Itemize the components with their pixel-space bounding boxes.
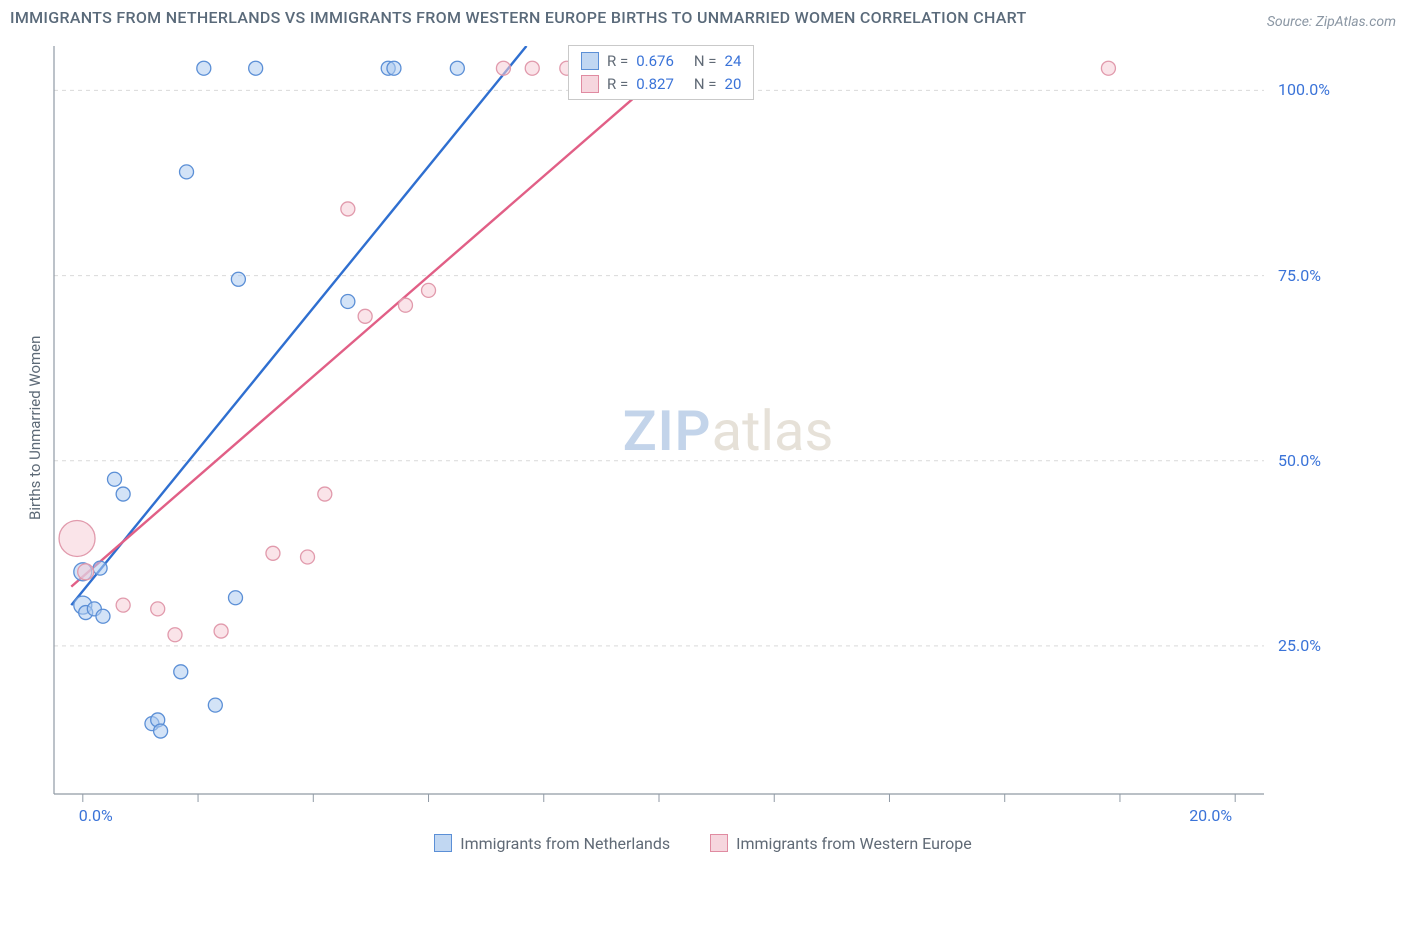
- stat-n-value: 24: [725, 50, 742, 73]
- source-label: Source: ZipAtlas.com: [1267, 14, 1396, 30]
- stat-r-label: R =: [607, 73, 628, 96]
- legend-swatch: [434, 834, 452, 852]
- y-tick-label: 100.0%: [1278, 80, 1330, 99]
- legend-label: Immigrants from Netherlands: [460, 834, 670, 853]
- legend-swatch: [581, 52, 599, 70]
- stat-n-value: 20: [725, 73, 742, 96]
- stat-n-label: N =: [694, 73, 717, 96]
- stat-r-value: 0.827: [636, 73, 674, 96]
- legend-swatch: [710, 834, 728, 852]
- stat-legend-row: R = 0.676 N = 24: [581, 50, 741, 73]
- y-tick-label: 75.0%: [1278, 266, 1321, 285]
- stat-legend-row: R = 0.827 N = 20: [581, 73, 741, 96]
- stat-legend: R = 0.676 N = 24 R = 0.827 N = 20: [568, 45, 754, 100]
- legend-item: Immigrants from Netherlands: [434, 834, 670, 853]
- stat-n-label: N =: [694, 50, 717, 73]
- chart-title: IMMIGRANTS FROM NETHERLANDS VS IMMIGRANT…: [10, 6, 1027, 30]
- y-tick-label: 50.0%: [1278, 451, 1321, 470]
- y-axis-label: Births to Unmarried Women: [26, 336, 44, 520]
- legend-label: Immigrants from Western Europe: [736, 834, 972, 853]
- x-tick-label: 0.0%: [79, 806, 113, 825]
- series-legend: Immigrants from Netherlands Immigrants fr…: [10, 834, 1396, 853]
- chart-container: Births to Unmarried Women ZIPatlas R = 0…: [10, 34, 1396, 828]
- stat-r-value: 0.676: [636, 50, 674, 73]
- legend-swatch: [581, 75, 599, 93]
- stat-r-label: R =: [607, 50, 628, 73]
- y-tick-label: 25.0%: [1278, 636, 1321, 655]
- scatter-chart: [10, 34, 1342, 824]
- legend-item: Immigrants from Western Europe: [710, 834, 972, 853]
- x-tick-label: 20.0%: [1189, 806, 1232, 825]
